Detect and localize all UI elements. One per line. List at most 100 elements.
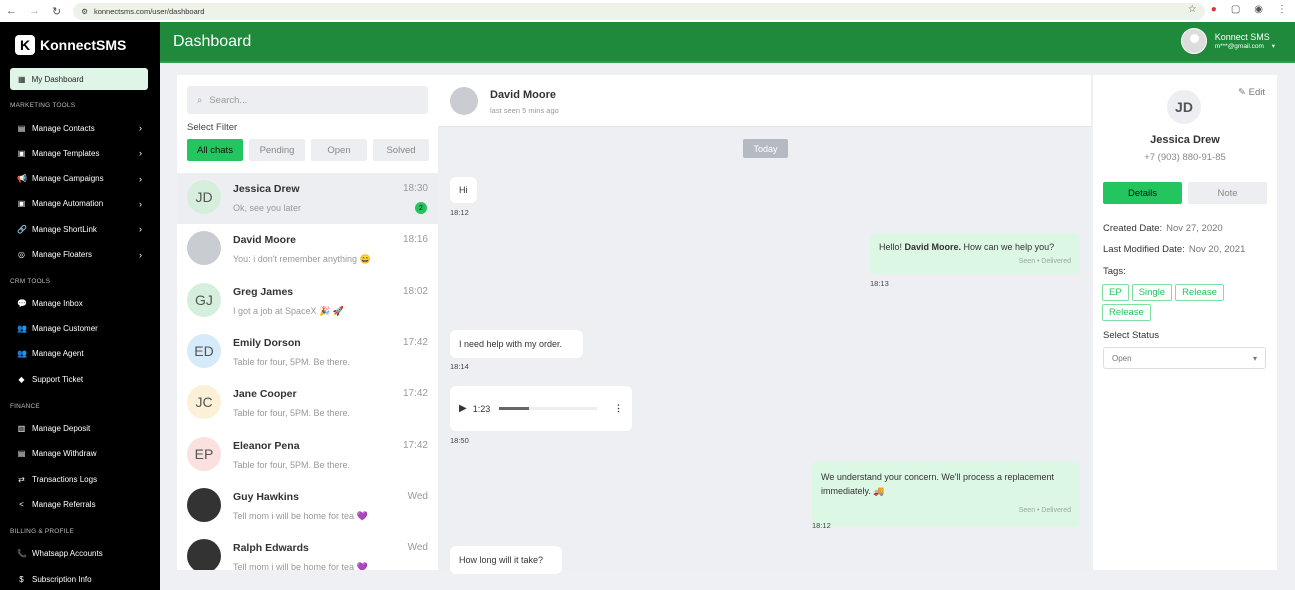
- chat-preview: Tell mom i will be home for tea 💜: [233, 510, 368, 521]
- message-incoming: Hi: [450, 177, 477, 203]
- filter-solved[interactable]: Solved: [373, 139, 429, 161]
- sidebar-item[interactable]: 🔗 Manage ShortLink ›: [17, 224, 142, 234]
- unread-badge: 2: [415, 202, 427, 214]
- sidebar-item-dashboard[interactable]: ▦ My Dashboard: [10, 68, 148, 90]
- withdraw-icon: ▤: [17, 449, 26, 459]
- tag[interactable]: Release: [1175, 284, 1224, 301]
- contact-avatar: [450, 87, 478, 115]
- sidebar-item[interactable]: ◆ Support Ticket: [17, 375, 142, 384]
- browser-bar: ← → ↻ ⚙ konnectsms.com/user/dashboard ☆ ● ▢ ◉ ⋮: [0, 0, 1295, 22]
- filter-pending[interactable]: Pending: [249, 139, 305, 161]
- ticket-icon: ◆: [18, 374, 25, 384]
- sidebar-item[interactable]: 📢 Manage Campaigns ›: [17, 174, 142, 184]
- avatar: JD: [187, 180, 221, 214]
- users-icon: 👥: [17, 324, 27, 334]
- sidebar-item[interactable]: ▤ Manage Contacts ›: [17, 123, 142, 133]
- tag[interactable]: Release: [1102, 304, 1151, 321]
- chat-name: Jane Cooper: [233, 388, 297, 401]
- filter-all-chats[interactable]: All chats: [187, 139, 243, 161]
- sidebar-item[interactable]: < Manage Referrals: [17, 500, 142, 509]
- audio-message: ▶ 1:23 ⋮: [450, 386, 632, 431]
- sidebar-item-label: My Dashboard: [31, 74, 84, 84]
- contacts-icon: ▤: [17, 123, 26, 133]
- sidebar-item[interactable]: 💬 Manage Inbox: [17, 299, 142, 308]
- chat-time: 17:42: [402, 388, 428, 400]
- sidebar-section-title: CRM TOOLS: [10, 277, 51, 285]
- sidebar-item[interactable]: ◎ Manage Floaters ›: [17, 250, 142, 260]
- profile-icon[interactable]: ◉: [1254, 4, 1263, 15]
- date-divider: Today: [743, 139, 788, 158]
- search-input[interactable]: ⌕ Search...: [187, 86, 428, 114]
- transfer-icon: ⇄: [18, 474, 25, 484]
- tab-details[interactable]: Details: [1103, 182, 1182, 204]
- sidebar-item[interactable]: ▤ Manage Withdraw: [17, 449, 142, 458]
- reload-icon[interactable]: ↻: [52, 5, 62, 18]
- user-menu[interactable]: Konnect SMS m***@gmail.com ▾: [1180, 28, 1275, 54]
- chat-name: David Moore: [233, 234, 297, 247]
- chat-list-item[interactable]: Guy Hawkins Tell mom i will be home for …: [177, 481, 438, 532]
- tab-note[interactable]: Note: [1188, 182, 1267, 204]
- more-icon[interactable]: ⋮: [614, 403, 623, 413]
- contact-details-panel: ✎ Edit JD Jessica Drew +7 (903) 880-91-8…: [1093, 75, 1277, 570]
- avatar: GJ: [187, 282, 221, 317]
- puzzle-icon[interactable]: ▢: [1230, 4, 1241, 15]
- contact-phone: +7 (903) 880-91-85: [1144, 152, 1226, 163]
- status-label: Select Status: [1103, 330, 1159, 341]
- edit-button[interactable]: ✎ Edit: [1238, 87, 1265, 98]
- chevron-right-icon: ›: [139, 224, 142, 235]
- chat-preview: Tell mom i will be home for tea 💜: [233, 562, 368, 570]
- chat-list-item[interactable]: JD Jessica Drew Ok, see you later 18:30 …: [177, 173, 438, 224]
- back-icon[interactable]: ←: [6, 5, 17, 17]
- sidebar-item[interactable]: 📞 Whatsapp Accounts: [17, 549, 142, 558]
- sidebar-item[interactable]: ⇄ Transactions Logs: [17, 475, 142, 484]
- contact-avatar: JD: [1167, 90, 1201, 124]
- chat-list-item[interactable]: David Moore You: i don't remember anythi…: [177, 224, 438, 275]
- sidebar-item[interactable]: ▣ Manage Automation ›: [17, 199, 142, 209]
- avatar: JC: [187, 385, 221, 420]
- pencil-icon: ✎: [1238, 87, 1246, 98]
- chat-preview: Table for four, 5PM. Be there.: [233, 356, 351, 367]
- star-icon[interactable]: ☆: [1187, 4, 1197, 15]
- tag[interactable]: Single: [1131, 284, 1173, 301]
- tag[interactable]: EP: [1102, 284, 1129, 301]
- sidebar: K KonnectSMS ▦ My Dashboard MARKETING TOOL…: [0, 22, 160, 590]
- site-info-icon[interactable]: ⚙: [81, 6, 88, 16]
- chat-list-item[interactable]: GJ Greg James I got a job at SpaceX 🎉 🚀 …: [177, 276, 438, 327]
- sidebar-item[interactable]: ▣ Manage Templates ›: [17, 148, 142, 158]
- sidebar-item-label: Manage Templates: [32, 148, 100, 158]
- chat-time: 17:42: [402, 439, 428, 451]
- message-outgoing: Hello! David Moore. How can we help you?…: [870, 233, 1080, 274]
- contact-name: Jessica Drew: [1150, 134, 1220, 146]
- play-icon[interactable]: ▶: [459, 403, 467, 414]
- modified-date: Last Modified Date: Nov 20, 2021: [1103, 244, 1246, 255]
- filter-label: Select Filter: [187, 122, 238, 133]
- extension-icon[interactable]: ●: [1210, 4, 1217, 15]
- last-seen: last seen 5 mins ago: [490, 106, 559, 115]
- sidebar-item[interactable]: 👥 Manage Agent: [17, 349, 142, 358]
- chat-list-item[interactable]: EP Eleanor Pena Table for four, 5PM. Be …: [177, 430, 438, 481]
- sidebar-item-label: Support Ticket: [32, 374, 84, 384]
- forward-icon[interactable]: →: [29, 5, 40, 17]
- sidebar-item[interactable]: $ Subscription Info: [17, 575, 142, 584]
- address-bar[interactable]: ⚙ konnectsms.com/user/dashboard: [73, 2, 1205, 20]
- chevron-right-icon: ›: [139, 198, 142, 209]
- sidebar-section-title: MARKETING TOOLS: [10, 102, 76, 109]
- filter-open[interactable]: Open: [311, 139, 367, 161]
- chat-list-item[interactable]: Ralph Edwards Tell mom i will be home fo…: [177, 532, 438, 570]
- page-title: Dashboard: [173, 33, 252, 50]
- menu-icon[interactable]: ⋮: [1277, 4, 1287, 15]
- sidebar-item[interactable]: 👥 Manage Customer: [17, 324, 142, 333]
- sidebar-item[interactable]: ▥ Manage Deposit: [17, 424, 142, 433]
- url-text: konnectsms.com/user/dashboard: [93, 6, 205, 16]
- tags-label: Tags:: [1103, 266, 1126, 277]
- chat-list-item[interactable]: JC Jane Cooper Table for four, 5PM. Be t…: [177, 378, 438, 429]
- chevron-right-icon: ›: [139, 148, 142, 159]
- chat-time: 18:02: [402, 285, 428, 297]
- avatar: EP: [187, 436, 221, 471]
- status-select[interactable]: Open ▾: [1103, 347, 1266, 369]
- message-time: 18:12: [450, 208, 469, 217]
- chat-list-item[interactable]: ED Emily Dorson Table for four, 5PM. Be …: [177, 327, 438, 378]
- audio-progress[interactable]: [499, 407, 598, 410]
- logo[interactable]: K KonnectSMS: [15, 35, 126, 55]
- link-icon: 🔗: [17, 224, 27, 234]
